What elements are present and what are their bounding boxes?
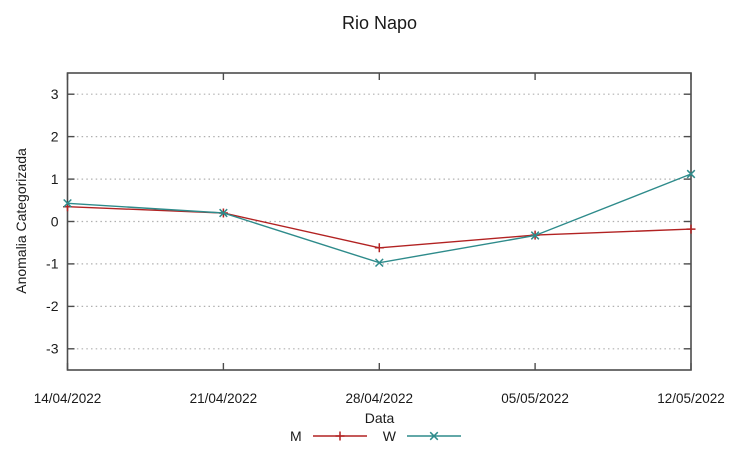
cross-marker-icon [686,169,696,179]
legend-item-m: M [290,428,369,444]
cross-marker-icon [63,198,72,208]
legend-item-w: W [383,428,463,444]
series-line-m [67,206,692,249]
legend-label-w: W [382,428,396,444]
x-tick-label: 21/04/2022 [190,391,258,406]
legend: M W [0,428,753,444]
x-tick-label: 05/05/2022 [501,391,569,406]
y-tick-label: -1 [46,256,59,272]
y-tick-label: -3 [46,341,59,357]
cross-marker-icon [219,208,228,218]
x-tick-label: 14/04/2022 [34,391,102,406]
plus-marker-icon [374,243,384,253]
y-tick-label: 3 [51,86,59,102]
legend-sample-w-line-cross-icon [406,431,461,441]
legend-label-m: M [290,428,302,444]
cross-marker-icon [429,431,439,441]
y-tick-label: 1 [51,171,59,187]
x-axis-label: Data [364,410,395,426]
chart-title: Rio Napo [341,13,418,33]
y-axis-label: Anomalia Categorizada [13,148,29,294]
legend-sample-m-line-plus-icon [312,431,367,441]
x-tick-label: 12/05/2022 [657,391,725,406]
y-tick-label: 0 [51,213,59,229]
plus-marker-icon [335,431,345,441]
plus-marker-icon [686,224,696,234]
cross-marker-icon [374,258,384,268]
x-tick-label: 28/04/2022 [346,391,414,406]
y-tick-label: 2 [51,128,59,144]
cross-marker-icon [530,231,540,240]
plot-border [66,72,692,371]
y-tick-label: -2 [46,298,59,314]
